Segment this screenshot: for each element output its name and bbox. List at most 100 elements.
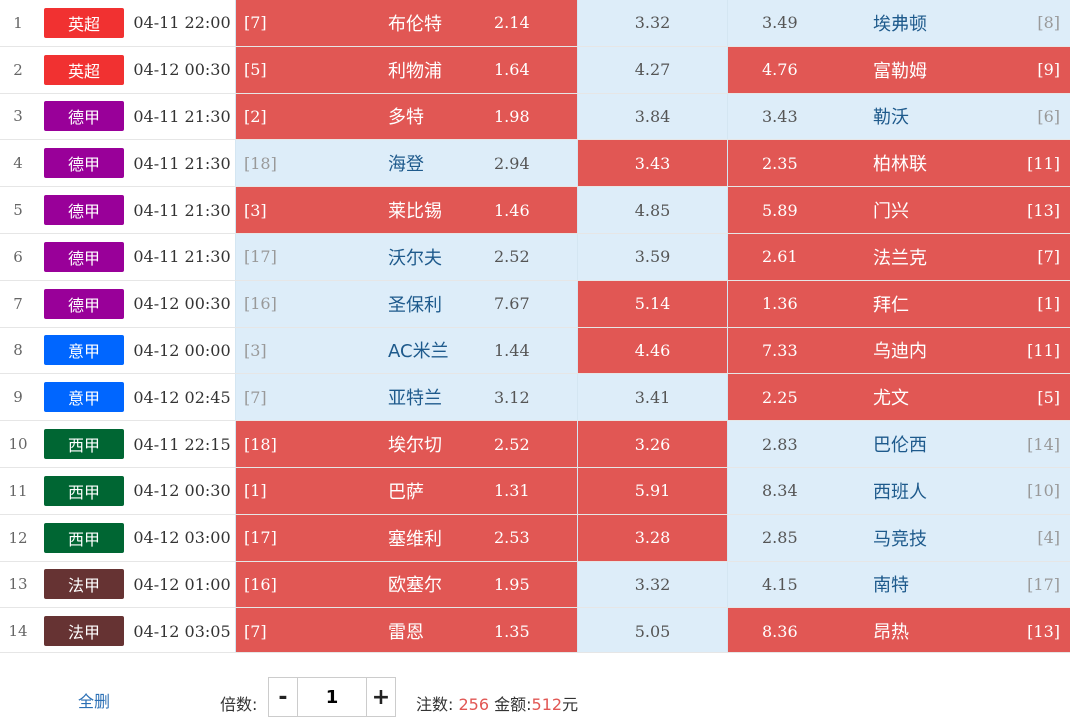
away-win-option[interactable]: 8.36 昂热 [13] xyxy=(727,608,1070,655)
draw-option[interactable]: 5.05 xyxy=(577,608,727,655)
home-win-option[interactable]: [2] 多特 1.98 xyxy=(235,93,577,140)
away-win-option[interactable]: 4.76 富勒姆 [9] xyxy=(727,46,1070,93)
draw-option[interactable]: 3.28 xyxy=(577,514,727,561)
home-rank: [1] xyxy=(244,481,267,501)
draw-option[interactable]: 3.32 xyxy=(577,0,727,46)
match-time: 04-12 00:00 xyxy=(133,340,231,360)
home-team: 欧塞尔 xyxy=(388,575,442,597)
away-win-option[interactable]: 3.43 勒沃 [6] xyxy=(727,93,1070,140)
draw-option[interactable]: 3.84 xyxy=(577,93,727,140)
away-rank: [17] xyxy=(1027,574,1060,594)
draw-option[interactable]: 3.41 xyxy=(577,374,727,421)
draw-odds: 3.41 xyxy=(634,387,671,407)
away-odds: 7.33 xyxy=(762,340,798,360)
home-rank: [5] xyxy=(244,60,267,80)
home-win-option[interactable]: [18] 埃尔切 2.52 xyxy=(235,421,577,467)
away-odds: 8.36 xyxy=(762,621,798,641)
away-rank: [6] xyxy=(1037,106,1060,126)
home-team: 莱比锡 xyxy=(388,201,442,223)
draw-option[interactable]: 4.46 xyxy=(577,327,727,374)
row-number: 11 xyxy=(8,481,28,500)
home-rank: [17] xyxy=(244,528,277,548)
home-odds: 1.95 xyxy=(494,574,530,594)
clear-all-button[interactable]: 全删 xyxy=(78,692,111,711)
home-rank: [2] xyxy=(244,106,267,126)
away-win-option[interactable]: 2.85 马竞技 [4] xyxy=(727,514,1070,561)
away-rank: [11] xyxy=(1027,153,1060,173)
home-win-option[interactable]: [5] 利物浦 1.64 xyxy=(235,46,577,93)
away-win-option[interactable]: 4.15 南特 [17] xyxy=(727,561,1070,608)
decrease-button[interactable]: - xyxy=(269,678,298,716)
home-team: 沃尔夫 xyxy=(388,247,442,269)
home-odds: 1.98 xyxy=(494,106,530,126)
home-win-option[interactable]: [18] 海登 2.94 xyxy=(235,140,577,187)
home-odds: 2.14 xyxy=(494,13,530,33)
draw-option[interactable]: 4.27 xyxy=(577,46,727,93)
home-win-option[interactable]: [7] 布伦特 2.14 xyxy=(235,0,577,46)
away-odds: 1.36 xyxy=(762,294,798,314)
draw-option[interactable]: 4.85 xyxy=(577,187,727,233)
draw-option[interactable]: 3.26 xyxy=(577,421,727,467)
draw-option[interactable]: 5.14 xyxy=(577,280,727,327)
home-win-option[interactable]: [16] 圣保利 7.67 xyxy=(235,280,577,327)
league-badge: 德甲 xyxy=(44,195,124,226)
home-win-option[interactable]: [7] 亚特兰 3.12 xyxy=(235,374,577,421)
home-odds: 1.31 xyxy=(494,481,530,501)
away-win-option[interactable]: 3.49 埃弗顿 [8] xyxy=(727,0,1070,46)
increase-button[interactable]: + xyxy=(366,678,395,716)
home-rank: [16] xyxy=(244,574,277,594)
match-time: 04-12 03:00 xyxy=(133,528,231,548)
away-win-option[interactable]: 5.89 门兴 [13] xyxy=(727,187,1070,233)
match-time: 04-12 00:30 xyxy=(133,60,231,80)
away-team: 乌迪内 xyxy=(873,341,927,363)
home-team: 布伦特 xyxy=(388,13,442,35)
away-team: 柏林联 xyxy=(873,154,927,176)
draw-odds: 3.84 xyxy=(634,106,671,126)
match-table: 1 英超 04-11 22:00 [7] 布伦特 2.14 3.32 3.49 埃弗顿 [8] 2 英… xyxy=(0,0,1070,656)
home-win-option[interactable]: [3] 莱比锡 1.46 xyxy=(235,187,577,233)
home-win-option[interactable]: [17] 沃尔夫 2.52 xyxy=(235,233,577,280)
away-win-option[interactable]: 2.83 巴伦西 [14] xyxy=(727,421,1070,467)
league-badge: 法甲 xyxy=(44,616,124,647)
home-win-option[interactable]: [3] AC米兰 1.44 xyxy=(235,327,577,374)
away-win-option[interactable]: 2.35 柏林联 [11] xyxy=(727,140,1070,187)
home-odds: 1.44 xyxy=(494,340,530,360)
amount-value: 512 xyxy=(531,695,563,714)
away-win-option[interactable]: 2.25 尤文 [5] xyxy=(727,374,1070,421)
home-team: 多特 xyxy=(388,107,424,129)
home-win-option[interactable]: [16] 欧塞尔 1.95 xyxy=(235,561,577,608)
draw-odds: 5.14 xyxy=(634,294,671,314)
away-team: 巴伦西 xyxy=(873,435,927,457)
away-odds: 3.43 xyxy=(762,106,798,126)
away-rank: [8] xyxy=(1037,13,1060,33)
home-odds: 7.67 xyxy=(494,294,530,314)
draw-odds: 5.05 xyxy=(634,621,671,641)
match-row: 14 法甲 04-12 03:05 [7] 雷恩 1.35 5.05 8.36 昂热 [13] xyxy=(0,608,1070,656)
league-badge: 法甲 xyxy=(44,569,124,600)
draw-option[interactable]: 3.59 xyxy=(577,233,727,280)
league-cell: 法甲 xyxy=(43,562,125,608)
draw-option[interactable]: 5.91 xyxy=(577,467,727,514)
draw-odds: 4.27 xyxy=(634,60,671,80)
away-odds: 2.35 xyxy=(762,153,798,173)
home-team: AC米兰 xyxy=(388,341,449,363)
row-number: 6 xyxy=(13,247,23,266)
league-badge: 英超 xyxy=(44,7,124,38)
row-number: 14 xyxy=(8,622,28,641)
multiplier-input[interactable] xyxy=(298,678,366,716)
home-win-option[interactable]: [7] 雷恩 1.35 xyxy=(235,608,577,655)
home-win-option[interactable]: [1] 巴萨 1.31 xyxy=(235,467,577,514)
away-win-option[interactable]: 2.61 法兰克 [7] xyxy=(727,233,1070,280)
home-win-option[interactable]: [17] 塞维利 2.53 xyxy=(235,514,577,561)
away-win-option[interactable]: 8.34 西班人 [10] xyxy=(727,467,1070,514)
match-time: 04-11 22:15 xyxy=(133,434,231,454)
home-odds: 2.94 xyxy=(494,153,530,173)
draw-odds: 5.91 xyxy=(634,481,671,501)
away-win-option[interactable]: 1.36 拜仁 [1] xyxy=(727,280,1070,327)
match-time: 04-11 22:00 xyxy=(133,13,231,33)
match-time: 04-12 00:30 xyxy=(133,294,231,314)
draw-option[interactable]: 3.43 xyxy=(577,140,727,187)
match-time: 04-12 01:00 xyxy=(133,574,231,594)
draw-option[interactable]: 3.32 xyxy=(577,561,727,608)
away-win-option[interactable]: 7.33 乌迪内 [11] xyxy=(727,327,1070,374)
